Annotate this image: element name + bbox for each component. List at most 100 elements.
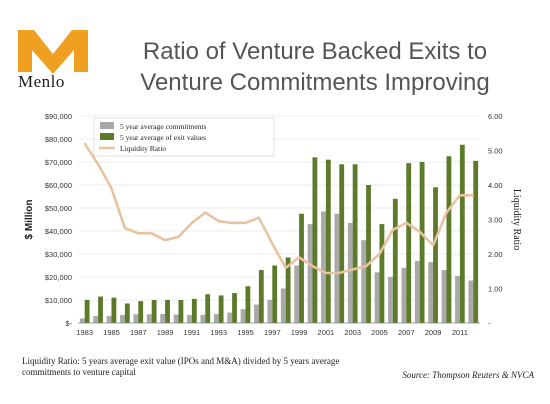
x-tick-label: 1997 xyxy=(264,328,281,337)
bar-exit-values xyxy=(285,257,291,323)
bar-commitments xyxy=(227,312,233,323)
x-tick-label: 2011 xyxy=(452,328,468,337)
liquidity-ratio-point xyxy=(204,211,207,214)
x-tick-label: 2005 xyxy=(371,328,388,337)
bar-exit-values xyxy=(124,303,130,323)
bar-commitments xyxy=(173,314,179,323)
bar-commitments xyxy=(414,260,420,323)
bar-commitments xyxy=(213,314,219,323)
bar-commitments xyxy=(428,262,434,323)
bar-exit-values xyxy=(258,270,264,323)
bar-commitments xyxy=(120,314,125,323)
bar-exit-values xyxy=(98,296,103,323)
bar-exit-values xyxy=(392,198,398,323)
brand-name: Menlo xyxy=(18,72,65,91)
liquidity-ratio-point xyxy=(445,211,448,214)
x-tick-label: 1995 xyxy=(237,328,254,337)
bar-exit-values xyxy=(366,185,371,323)
bar-commitments xyxy=(187,314,192,323)
x-tick-label: 1989 xyxy=(157,328,174,337)
liquidity-ratio-point xyxy=(311,265,314,267)
bar-commitments xyxy=(254,304,259,323)
liquidity-ratio-point xyxy=(405,222,408,224)
bar-commitments xyxy=(267,300,273,323)
y-right-tick-label: 3.00 xyxy=(488,216,503,225)
title-line-2: Venture Commitments Improving xyxy=(140,69,490,96)
bar-exit-values xyxy=(205,294,211,323)
liquidity-ratio-point xyxy=(351,268,354,271)
bar-commitments xyxy=(133,314,139,323)
liquidity-ratio-point xyxy=(124,227,126,230)
bar-commitments xyxy=(240,309,246,323)
y-right-tick-label: 5.00 xyxy=(488,147,503,156)
bar-commitments xyxy=(200,314,206,323)
bar-commitments xyxy=(374,272,380,323)
bar-exit-values xyxy=(111,297,117,323)
y-right-tick-label: 2.00 xyxy=(488,250,503,259)
bar-commitments xyxy=(321,211,326,323)
legend-swatch xyxy=(100,133,114,140)
bar-commitments xyxy=(455,275,460,323)
liquidity-ratio-point xyxy=(338,272,341,274)
bar-commitments xyxy=(347,222,353,323)
bar-exit-values xyxy=(473,160,479,323)
y-left-tick-label: $80,000 xyxy=(45,135,72,144)
bar-exit-values xyxy=(84,300,90,323)
liquidity-ratio-point xyxy=(164,239,167,242)
bar-exit-values xyxy=(151,300,157,323)
liquidity-ratio-point xyxy=(472,194,475,197)
bar-commitments xyxy=(441,270,447,323)
y-left-tick-label: $- xyxy=(65,319,72,328)
bar-commitments xyxy=(401,267,407,323)
legend-box xyxy=(93,117,275,157)
bar-exit-values xyxy=(406,163,412,323)
liquidity-ratio-point xyxy=(284,266,287,269)
x-tick-label: 1987 xyxy=(130,328,147,337)
bar-exit-values xyxy=(433,187,438,323)
bar-commitments xyxy=(294,265,300,323)
liquidity-ratio-point xyxy=(271,242,274,245)
y-left-tick-label: $20,000 xyxy=(45,273,72,282)
bar-commitments xyxy=(146,314,152,323)
liquidity-ratio-point xyxy=(244,222,247,224)
bar-commitments xyxy=(106,316,112,323)
bar-commitments xyxy=(334,213,340,323)
x-tick-label: 1991 xyxy=(184,328,201,337)
bar-exit-values xyxy=(178,300,184,323)
source-note: Source: Thompson Reuters & NVCA xyxy=(402,370,534,380)
bar-exit-values xyxy=(191,298,197,323)
bar-exit-values xyxy=(218,295,224,323)
y-left-tick-label: $50,000 xyxy=(45,204,72,213)
page-title: Ratio of Venture Backed Exits to Venture… xyxy=(100,36,530,98)
bar-commitments xyxy=(280,288,286,323)
liquidity-ratio-point xyxy=(392,228,394,231)
bar-commitments xyxy=(388,277,393,323)
bar-exit-values xyxy=(138,301,144,323)
legend-layer: 5 year average commitments 5 year average… xyxy=(93,117,275,157)
legend-label: 5 year average of exit values xyxy=(120,133,206,142)
y-right-tick-label: 6.00 xyxy=(488,112,503,121)
legend-label: Liquidity Ratio xyxy=(120,144,166,153)
axis-layer: $- $10,000 $20,000 $30,000 $40,000 $50,000 $60… xyxy=(24,112,522,337)
bar-exit-values xyxy=(352,164,358,323)
liquidity-ratio-point xyxy=(418,230,421,233)
y-left-axis-title: $ Million xyxy=(24,200,35,240)
menlo-m-shape xyxy=(18,30,88,74)
menlo-logo-icon xyxy=(18,30,88,74)
bar-exit-values xyxy=(272,265,278,323)
bar-exit-values xyxy=(325,159,331,323)
liquidity-ratio-point xyxy=(97,163,99,166)
y-left-tick-label: $30,000 xyxy=(45,250,72,259)
bar-exit-values xyxy=(446,156,452,323)
y-left-tick-label: $10,000 xyxy=(45,296,72,305)
y-left-tick-label: $60,000 xyxy=(45,181,72,190)
x-tick-label: 2009 xyxy=(425,328,442,337)
bar-commitments xyxy=(93,316,99,323)
liquidity-ratio-point xyxy=(459,194,461,197)
bar-exit-values xyxy=(165,300,170,323)
liquidity-ratio-point xyxy=(298,256,300,259)
bar-exit-values xyxy=(379,224,385,323)
bar-commitments xyxy=(160,314,166,323)
liquidity-ratio-point xyxy=(150,232,153,235)
